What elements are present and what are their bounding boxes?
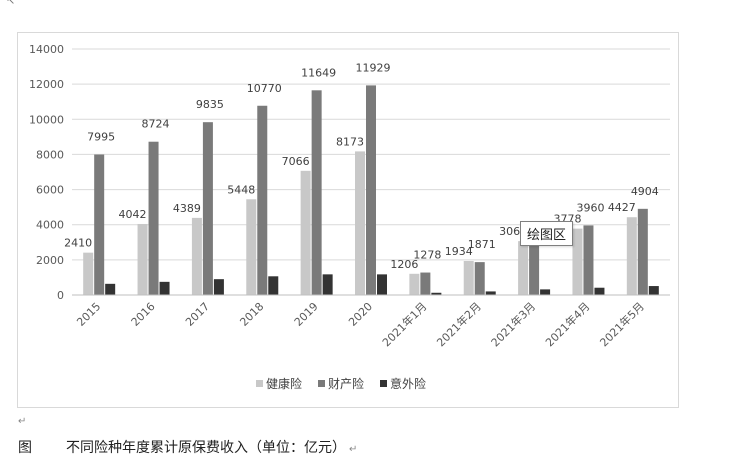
caption-label: 图	[18, 440, 32, 456]
bar-意外险	[540, 289, 551, 295]
data-label: 4389	[173, 202, 201, 215]
data-label: 8173	[336, 135, 364, 148]
bar-健康险	[572, 228, 583, 295]
data-label: 1278	[413, 249, 441, 262]
bar-chart: 0 2000 4000 6000 8000 10000 12000 14000 2015 2016…	[29, 43, 670, 391]
legend-label: 意外险	[390, 376, 426, 391]
y-tick-label: 0	[57, 289, 64, 302]
bar-意外险	[594, 287, 605, 295]
chart-area[interactable]: 0 2000 4000 6000 8000 10000 12000 14000 2015 2016…	[17, 32, 679, 408]
data-label: 1934	[445, 245, 473, 258]
bar-健康险	[626, 217, 637, 295]
y-tick-label: 6000	[36, 184, 64, 197]
y-tick-label: 8000	[36, 148, 64, 161]
bar-财产险	[474, 262, 485, 295]
bar-健康险	[409, 273, 420, 295]
legend-label: 财产险	[328, 376, 364, 391]
x-tick-label: 2021年3月	[488, 299, 538, 349]
x-tick-label: 2019	[292, 300, 321, 329]
bar-健康险	[83, 252, 94, 295]
bar-财产险	[311, 90, 322, 295]
x-tick-label: 2021年2月	[434, 299, 484, 349]
bar-健康险	[463, 261, 474, 295]
data-label: 2410	[64, 237, 92, 250]
caption-text: 不同险种年度累计原保费收入（单位：亿元）	[66, 440, 346, 456]
bar-意外险	[485, 291, 496, 295]
bar-健康险	[300, 170, 311, 295]
figure-caption: 图 不同险种年度累计原保费收入（单位：亿元） ↵	[18, 437, 357, 457]
data-label: 4042	[119, 208, 147, 221]
data-label: 4427	[608, 201, 636, 214]
data-label: 11929	[356, 61, 391, 74]
bar-财产险	[202, 122, 213, 295]
legend-label: 健康险	[266, 376, 302, 391]
bar-健康险	[191, 217, 202, 295]
x-tick-label: 2021年4月	[542, 299, 592, 349]
bar-意外险	[322, 274, 333, 295]
data-label: 11649	[301, 66, 336, 79]
data-label: 8724	[142, 118, 170, 131]
data-label: 3960	[576, 201, 604, 214]
bar-财产险	[257, 105, 268, 296]
data-label: 9835	[196, 98, 224, 111]
data-label: 7066	[282, 155, 310, 168]
bar-健康险	[518, 241, 529, 295]
legend-swatch	[380, 380, 387, 387]
x-tick-label: 2020	[346, 300, 375, 329]
data-label: 7995	[87, 131, 115, 144]
bar-意外险	[431, 292, 442, 295]
plot-area-tooltip: 绘图区	[520, 221, 574, 246]
data-label: 10770	[247, 82, 282, 95]
caption-return-mark: ↵	[349, 444, 358, 455]
bar-财产险	[94, 154, 105, 295]
x-tick-label: 2021年1月	[379, 299, 429, 349]
bar-财产险	[148, 141, 159, 295]
bar-意外险	[268, 276, 279, 295]
bar-财产险	[420, 272, 431, 295]
paragraph-mark: ↵	[18, 416, 27, 427]
y-tick-label: 10000	[29, 113, 64, 126]
bar-意外险	[648, 286, 659, 295]
bar-健康险	[137, 223, 148, 295]
bar-意外险	[213, 279, 224, 295]
y-tick-label: 12000	[29, 78, 64, 91]
bar-财产险	[529, 242, 540, 295]
data-label: 5448	[227, 183, 255, 196]
y-tick-label: 14000	[29, 43, 64, 56]
bar-意外险	[105, 283, 116, 295]
x-tick-label: 2021年5月	[597, 299, 647, 349]
data-label: 1871	[468, 238, 496, 251]
bar-财产险	[583, 225, 594, 295]
bar-财产险	[637, 208, 648, 295]
x-tick-label: 2017	[183, 300, 212, 329]
legend-swatch	[256, 380, 263, 387]
bar-意外险	[377, 274, 387, 295]
bar-财产险	[366, 85, 376, 295]
bar-健康险	[246, 199, 257, 295]
data-label: 1206	[390, 258, 418, 271]
bar-健康险	[355, 151, 365, 295]
y-tick-label: 2000	[36, 254, 64, 267]
x-tick-label: 2018	[237, 300, 266, 329]
legend-swatch	[318, 380, 325, 387]
x-tick-label: 2015	[74, 300, 103, 329]
corner-mark: ↖	[6, 0, 16, 7]
x-tick-label: 2016	[129, 300, 158, 329]
y-tick-label: 4000	[36, 219, 64, 232]
bar-意外险	[159, 281, 170, 295]
data-label: 4904	[631, 185, 659, 198]
